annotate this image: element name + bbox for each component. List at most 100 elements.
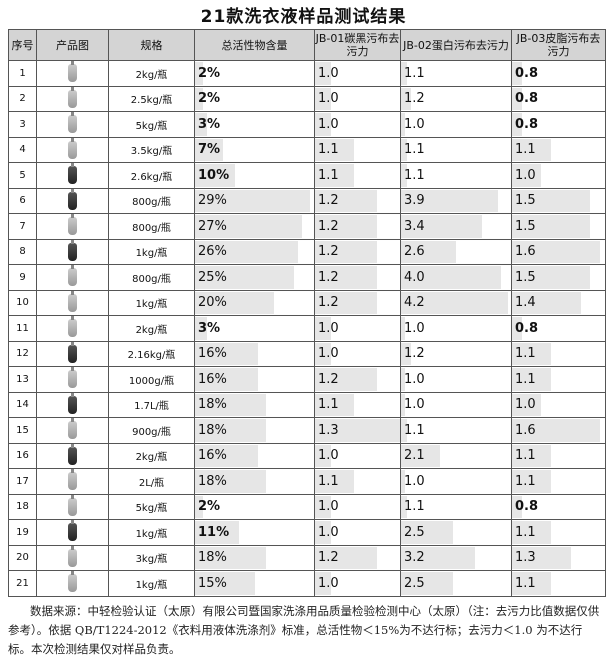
product-image xyxy=(36,264,109,291)
active-cell: 16% xyxy=(194,442,315,469)
product-image xyxy=(36,85,109,112)
active-cell: 18% xyxy=(194,544,315,571)
jb02-cell: 4.0 xyxy=(400,264,512,291)
data-bar xyxy=(315,393,354,416)
data-bar xyxy=(195,444,259,467)
jb03-cell: 1.1 xyxy=(511,136,606,163)
table-row: 2 2.5kg/瓶 2% 1.0 1.2 0.8 xyxy=(8,85,606,112)
jb03-cell: 1.6 xyxy=(511,417,606,444)
data-bar xyxy=(315,572,332,595)
jb01-value: 1.2 xyxy=(318,371,339,387)
data-bar xyxy=(401,572,453,595)
data-bar xyxy=(195,495,203,518)
data-bar xyxy=(401,62,408,85)
spec-cell: 3kg/瓶 xyxy=(108,544,195,571)
active-cell: 18% xyxy=(194,391,315,418)
jb01-cell: 1.1 xyxy=(314,468,401,495)
active-cell: 3% xyxy=(194,315,315,342)
jb02-cell: 1.1 xyxy=(400,136,512,163)
data-bar xyxy=(315,317,332,340)
active-value: 7% xyxy=(198,142,221,158)
jb02-value: 1.0 xyxy=(404,371,425,387)
bottle-icon xyxy=(68,163,77,185)
jb01-value: 1.2 xyxy=(318,550,339,566)
data-bar xyxy=(195,342,259,365)
data-bar xyxy=(195,62,203,85)
bottle-icon xyxy=(68,341,77,363)
jb03-value: 1.0 xyxy=(515,397,536,413)
data-bar xyxy=(401,87,411,110)
jb01-cell: 1.0 xyxy=(314,493,401,520)
data-bar xyxy=(401,240,456,263)
jb03-value: 1.1 xyxy=(515,346,536,362)
data-bar xyxy=(195,113,207,136)
row-number: 7 xyxy=(8,213,37,240)
data-bar xyxy=(195,419,267,442)
spec-cell: 2L/瓶 xyxy=(108,468,195,495)
column-header: JB-02蛋白污布去污力 xyxy=(400,29,512,61)
bottle-icon xyxy=(68,290,77,312)
spec-cell: 800g/瓶 xyxy=(108,187,195,214)
jb01-value: 1.0 xyxy=(318,346,339,362)
jb02-cell: 1.1 xyxy=(400,417,512,444)
table-row: 6 800g/瓶 29% 1.2 3.9 1.5 xyxy=(8,187,606,214)
active-cell: 10% xyxy=(194,162,315,189)
data-bar xyxy=(512,240,601,263)
data-bar xyxy=(195,164,235,187)
product-image xyxy=(36,315,109,342)
jb02-value: 1.0 xyxy=(404,116,425,132)
data-bar xyxy=(315,240,378,263)
jb03-value: 1.4 xyxy=(515,295,536,311)
product-image xyxy=(36,187,109,214)
data-bar xyxy=(315,419,400,442)
active-cell: 18% xyxy=(194,417,315,444)
bottle-icon xyxy=(68,469,77,491)
active-value: 2% xyxy=(198,499,221,515)
jb01-cell: 1.0 xyxy=(314,315,401,342)
row-number: 18 xyxy=(8,493,37,520)
jb02-cell: 4.2 xyxy=(400,289,512,316)
data-bar xyxy=(195,291,275,314)
data-bar xyxy=(512,470,552,493)
row-number: 9 xyxy=(8,264,37,291)
active-value: 2% xyxy=(198,65,221,81)
product-image xyxy=(36,570,109,597)
data-bar xyxy=(195,240,299,263)
jb03-value: 1.3 xyxy=(515,550,536,566)
jb01-value: 1.3 xyxy=(318,422,339,438)
jb02-cell: 2.1 xyxy=(400,442,512,469)
spec-cell: 1kg/瓶 xyxy=(108,238,195,265)
active-cell: 29% xyxy=(194,187,315,214)
jb02-cell: 3.9 xyxy=(400,187,512,214)
active-cell: 11% xyxy=(194,519,315,546)
table-row: 4 3.5kg/瓶 7% 1.1 1.1 1.1 xyxy=(8,136,606,163)
row-number: 15 xyxy=(8,417,37,444)
product-image xyxy=(36,493,109,520)
jb01-cell: 1.0 xyxy=(314,85,401,112)
jb01-cell: 1.2 xyxy=(314,289,401,316)
jb03-cell: 1.5 xyxy=(511,264,606,291)
jb02-cell: 1.1 xyxy=(400,162,512,189)
active-value: 2% xyxy=(198,91,221,107)
row-number: 3 xyxy=(8,111,37,138)
spec-cell: 3.5kg/瓶 xyxy=(108,136,195,163)
jb02-value: 1.1 xyxy=(404,499,425,515)
jb01-value: 1.2 xyxy=(318,218,339,234)
table-row: 15 900g/瓶 18% 1.3 1.1 1.6 xyxy=(8,417,606,444)
active-value: 16% xyxy=(198,448,227,464)
jb02-value: 1.2 xyxy=(404,346,425,362)
jb01-cell: 1.0 xyxy=(314,111,401,138)
row-number: 20 xyxy=(8,544,37,571)
jb01-cell: 1.0 xyxy=(314,60,401,87)
data-bar xyxy=(401,164,408,187)
data-bar xyxy=(512,87,522,110)
row-number: 16 xyxy=(8,442,37,469)
data-bar xyxy=(315,62,332,85)
bottle-icon xyxy=(68,316,77,338)
data-bar xyxy=(401,215,482,238)
jb02-cell: 1.2 xyxy=(400,85,512,112)
active-cell: 20% xyxy=(194,289,315,316)
jb01-value: 1.2 xyxy=(318,269,339,285)
jb03-value: 1.6 xyxy=(515,244,536,260)
jb01-cell: 1.2 xyxy=(314,366,401,393)
